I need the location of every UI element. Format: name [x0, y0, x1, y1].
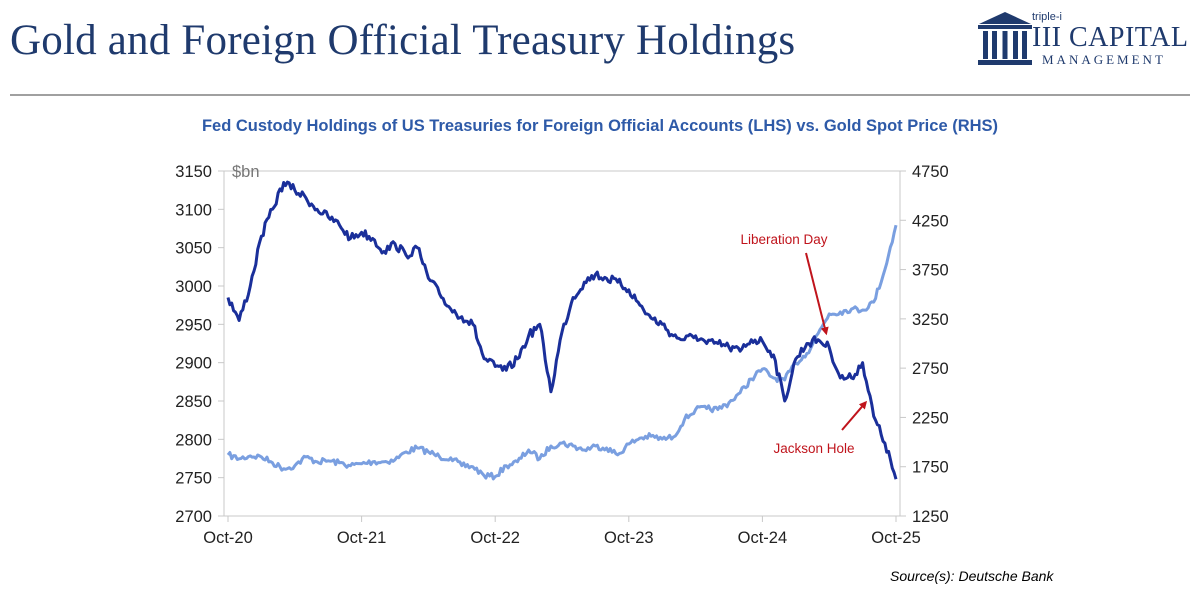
source-note: Source(s): Deutsche Bank [890, 568, 1054, 584]
annotation-jackson-hole: Jackson Hole [773, 441, 854, 456]
annotation-arrow-jackson-hole [841, 400, 868, 431]
logo-building-icon [978, 12, 1032, 65]
annotation-arrow-liberation-day [805, 252, 829, 336]
right-axis-tick-label: 4750 [912, 163, 949, 181]
company-logo [975, 10, 1190, 70]
x-axis-tick-label: Oct-23 [604, 529, 654, 547]
left-axis-tick-label: 3150 [175, 163, 212, 181]
logo-small-text: triple-i [1032, 11, 1062, 23]
left-axis-tick-label: 3000 [175, 278, 212, 296]
right-axis-tick-label: 2250 [912, 409, 949, 427]
page-title: Gold and Foreign Official Treasury Holdi… [10, 17, 796, 64]
right-axis-tick-label: 3750 [912, 262, 949, 280]
logo-main-text: III CAPITAL [1032, 22, 1189, 53]
left-axis-tick-label: 3100 [175, 201, 212, 219]
x-axis-tick-label: Oct-24 [738, 529, 788, 547]
series-line-gold-price [226, 224, 898, 481]
logo-sub-text: MANAGEMENT [1042, 52, 1166, 67]
left-axis-tick-label: 2700 [175, 508, 212, 526]
x-axis-tick-label: Oct-22 [470, 529, 520, 547]
chart-title: Fed Custody Holdings of US Treasuries fo… [201, 117, 999, 135]
annotation-liberation-day: Liberation Day [740, 232, 827, 247]
right-axis-tick-label: 3250 [912, 311, 949, 329]
left-axis-tick-label: 2750 [175, 470, 212, 488]
right-axis-tick-label: 1250 [912, 508, 949, 526]
left-axis-tick-label: 2850 [175, 393, 212, 411]
series-line-treasury-holdings [226, 180, 898, 480]
y-axis-unit-label: $bn [232, 163, 260, 181]
x-axis-tick-label: Oct-21 [337, 529, 387, 547]
x-axis-tick-label: Oct-25 [871, 529, 921, 547]
right-axis-tick-label: 4250 [912, 212, 949, 230]
header-divider [10, 94, 1190, 96]
left-axis-tick-label: 2800 [175, 431, 212, 449]
plot-area [223, 170, 901, 517]
right-axis-tick-label: 1750 [912, 459, 949, 477]
right-axis-tick-label: 2750 [912, 360, 949, 378]
left-axis-tick-label: 2900 [175, 355, 212, 373]
left-axis-tick-label: 3050 [175, 240, 212, 258]
left-axis-tick-label: 2950 [175, 316, 212, 334]
x-axis-tick-label: Oct-20 [203, 529, 253, 547]
